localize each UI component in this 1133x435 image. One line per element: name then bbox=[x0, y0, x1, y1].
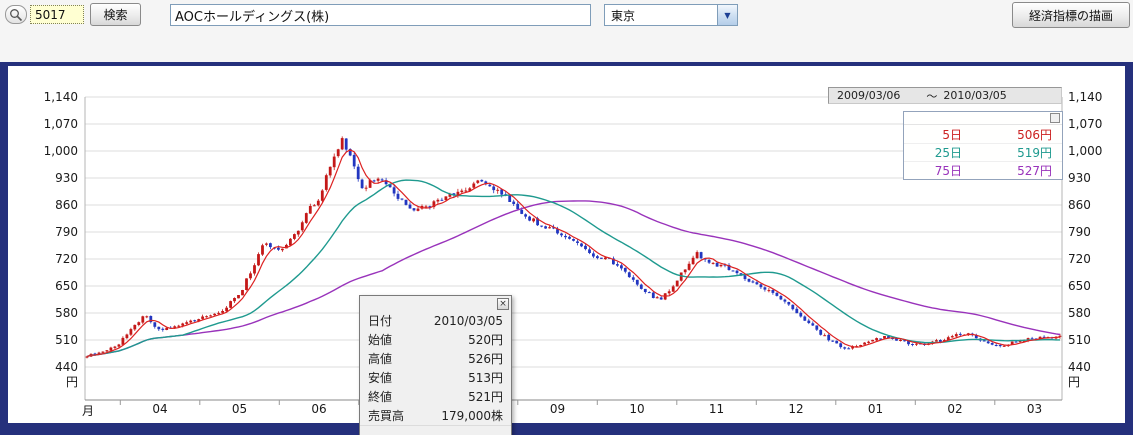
tooltip-row-high: 高値 526円 bbox=[360, 349, 511, 368]
legend-row-ma25: 25日 519円 bbox=[904, 143, 1062, 161]
legend-row-ma75: 75日 527円 bbox=[904, 161, 1062, 179]
tooltip-row-date: 日付 2010/03/05 bbox=[360, 311, 511, 330]
legend-label: 5日 bbox=[942, 127, 962, 142]
tooltip-label: 始値 bbox=[368, 333, 393, 347]
date-from: 2009/03/06 bbox=[837, 89, 901, 102]
tooltip-row-clipped bbox=[360, 425, 511, 435]
exchange-value: 東京 bbox=[611, 8, 636, 23]
legend-value: 506円 bbox=[1017, 127, 1052, 142]
legend-label: 75日 bbox=[934, 164, 962, 178]
legend-titlebar bbox=[904, 112, 1062, 125]
tooltip-label: 日付 bbox=[368, 314, 393, 328]
tooltip-row-open: 始値 520円 bbox=[360, 330, 511, 349]
stock-code-input[interactable] bbox=[30, 5, 84, 24]
toolbar-chart-controls: ▼ 日足 週足 月足 1年間 ▼ 任意期間 印 刷 移動平均線 一目均衡表 価格… bbox=[0, 30, 1133, 85]
economic-indicator-button[interactable]: 経済指標の描画 bbox=[1012, 2, 1130, 28]
magnifier-glyph bbox=[10, 8, 23, 21]
date-separator: ～ bbox=[926, 89, 938, 103]
quote-tooltip: × 日付 2010/03/05 始値 520円 高値 526円 安値 513円 … bbox=[359, 295, 512, 435]
tooltip-label: 高値 bbox=[368, 352, 393, 366]
date-to: 2010/03/05 bbox=[943, 89, 1007, 102]
legend-row-ma5: 5日 506円 bbox=[904, 125, 1062, 143]
tooltip-label: 安値 bbox=[368, 371, 393, 385]
tooltip-value: 179,000株 bbox=[441, 409, 503, 423]
toolbar-top: 検索 東京 ▼ 経済指標の描画 bbox=[0, 0, 1133, 30]
tooltip-value: 520円 bbox=[468, 333, 503, 347]
tooltip-row-low: 安値 513円 bbox=[360, 368, 511, 387]
chevron-down-icon[interactable]: ▼ bbox=[717, 5, 737, 25]
tooltip-row-volume: 売買高 179,000株 bbox=[360, 406, 511, 425]
legend-value: 519円 bbox=[1017, 146, 1052, 160]
chart-frame: 1,140 1,070 1,000 930 860 790 720 650 580 510 440 円… bbox=[0, 62, 1133, 435]
close-icon[interactable]: × bbox=[497, 298, 509, 310]
tooltip-titlebar: × bbox=[360, 296, 511, 311]
legend-label: 25日 bbox=[934, 146, 962, 160]
tooltip-row-close: 終値 521円 bbox=[360, 387, 511, 406]
tooltip-value: 521円 bbox=[468, 390, 503, 404]
tooltip-value: 2010/03/05 bbox=[433, 313, 503, 328]
ma-legend-panel: 5日 506円 25日 519円 75日 527円 bbox=[903, 111, 1063, 180]
search-icon[interactable] bbox=[5, 5, 27, 24]
stock-name-input[interactable] bbox=[170, 4, 591, 26]
tooltip-label: 売買高 bbox=[368, 409, 405, 423]
tooltip-value: 513円 bbox=[468, 371, 503, 385]
chart-area: 1,140 1,070 1,000 930 860 790 720 650 580 510 440 円… bbox=[8, 66, 1125, 423]
search-button[interactable]: 検索 bbox=[90, 3, 141, 26]
tooltip-label: 終値 bbox=[368, 390, 393, 404]
legend-value: 527円 bbox=[1017, 164, 1052, 178]
date-range-display: 2009/03/06 ～ 2010/03/05 bbox=[828, 87, 1062, 104]
tooltip-value: 526円 bbox=[468, 352, 503, 366]
panel-box-icon[interactable] bbox=[1050, 113, 1060, 123]
exchange-select[interactable]: 東京 ▼ bbox=[604, 4, 738, 26]
